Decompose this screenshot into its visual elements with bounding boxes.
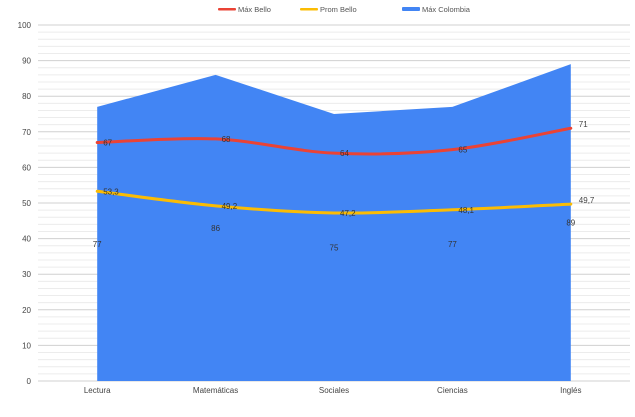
y-tick-label: 60: [22, 163, 31, 172]
data-label-m-x-bello: 67: [103, 138, 112, 147]
legend-swatch: [300, 8, 318, 11]
x-tick-label: Matemáticas: [193, 386, 238, 395]
y-tick-label: 0: [27, 377, 32, 386]
y-tick-label: 50: [22, 199, 31, 208]
area-m-x-colombia: [97, 64, 571, 381]
data-label-m-x-colombia: 86: [211, 224, 220, 233]
line-prom-bello: [95, 189, 573, 215]
x-tick-label: Lectura: [84, 386, 111, 395]
y-tick-label: 80: [22, 92, 31, 101]
data-label-prom-bello: 47,2: [340, 209, 356, 218]
x-tick-label: Sociales: [319, 386, 349, 395]
y-tick-label: 20: [22, 306, 31, 315]
data-label-prom-bello: 49,2: [222, 202, 238, 211]
data-label-m-x-bello: 65: [458, 146, 467, 155]
y-tick-label: 10: [22, 341, 31, 350]
legend-label: Máx Colombia: [422, 5, 471, 14]
data-label-m-x-colombia: 75: [330, 244, 339, 253]
data-label-m-x-colombia: 77: [448, 240, 457, 249]
data-label-prom-bello: 49,7: [579, 196, 595, 205]
y-tick-label: 90: [22, 57, 31, 66]
line-m-x-bello: [95, 126, 573, 156]
y-tick-label: 30: [22, 270, 31, 279]
x-tick-label: Inglés: [560, 386, 581, 395]
data-label-m-x-colombia: 89: [566, 219, 575, 228]
legend-label: Prom Bello: [320, 5, 357, 14]
legend-swatch: [218, 8, 236, 11]
data-label-m-x-bello: 71: [579, 120, 588, 129]
y-tick-label: 70: [22, 128, 31, 137]
legend-label: Máx Bello: [238, 5, 271, 14]
data-label-m-x-bello: 64: [340, 149, 349, 158]
data-label-prom-bello: 53,3: [103, 187, 119, 196]
legend-swatch: [402, 7, 420, 11]
data-label-prom-bello: 48,1: [458, 206, 474, 215]
y-tick-label: 40: [22, 235, 31, 244]
data-label-m-x-colombia: 77: [93, 240, 102, 249]
data-label-m-x-bello: 68: [222, 135, 231, 144]
y-tick-label: 100: [18, 21, 32, 30]
x-tick-label: Ciencias: [437, 386, 468, 395]
